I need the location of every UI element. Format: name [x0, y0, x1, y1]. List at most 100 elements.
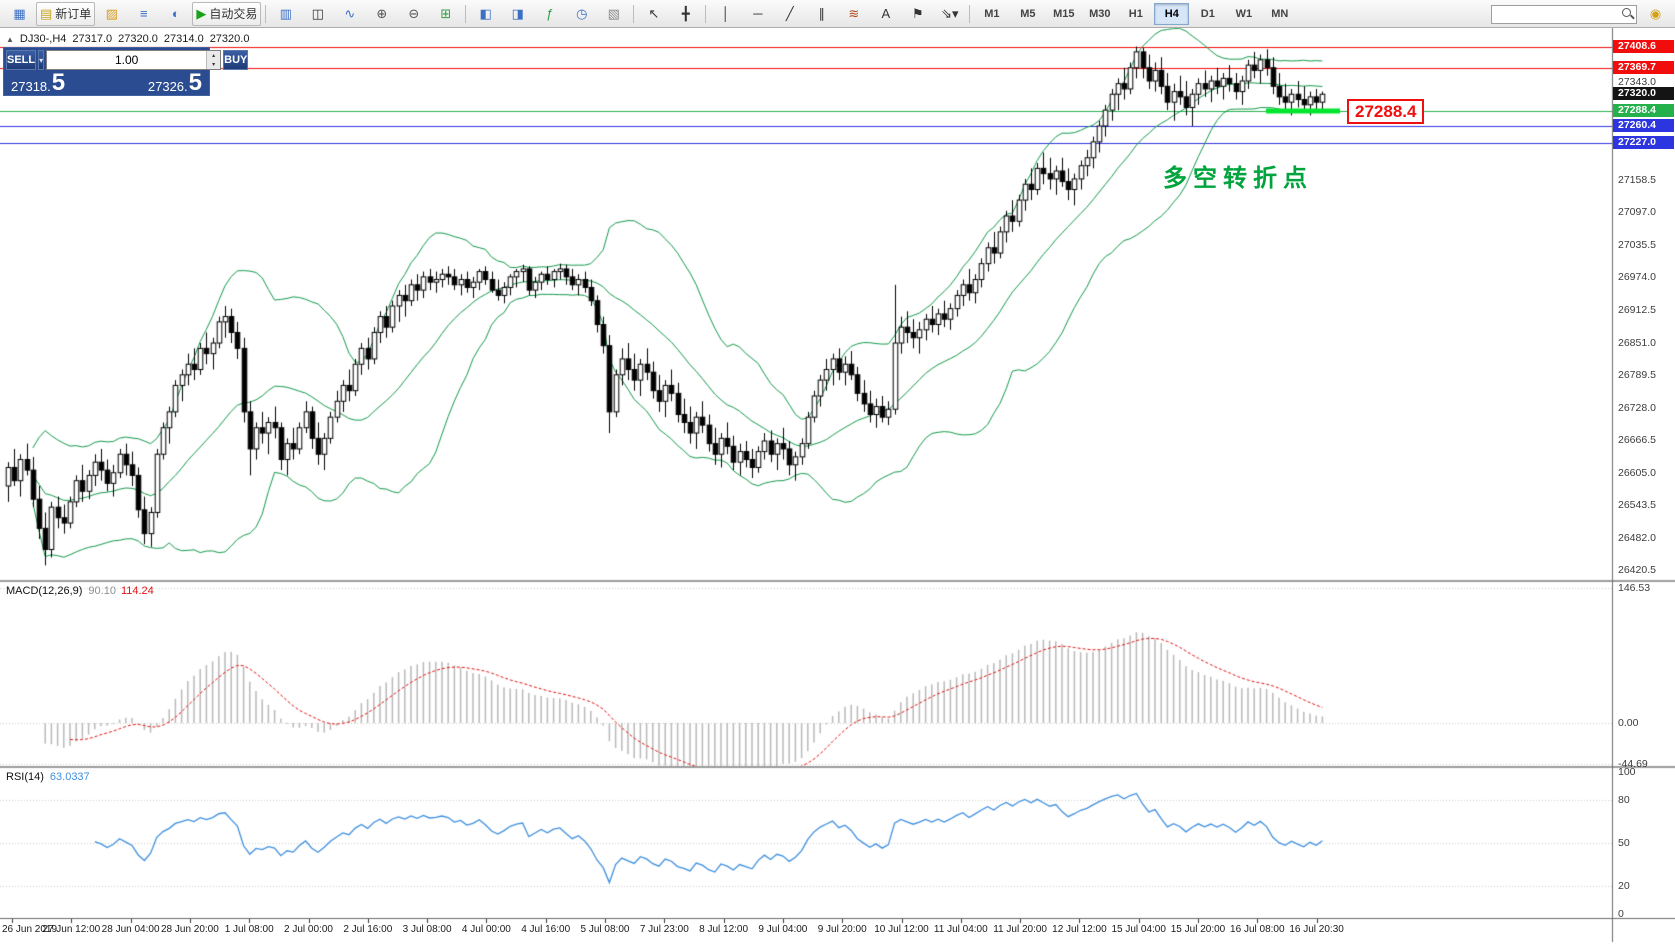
buy-price[interactable]: 27326. 5 [148, 69, 202, 96]
timeframe-d1[interactable]: D1 [1200, 7, 1215, 20]
timeframe-m15[interactable]: M15 [1053, 7, 1075, 20]
macd-main-value: 90.10 [88, 585, 116, 597]
price-level-badge: 27227.0 [1613, 136, 1674, 150]
time-axis-label: 2 Jul 00:00 [284, 924, 333, 935]
text-icon-button[interactable]: A [870, 2, 901, 26]
axis-scale-label: 26420.5 [1618, 564, 1656, 577]
arrows-dropdown-icon: ⇘▾ [941, 6, 959, 21]
zoom-in-icon: ⊕ [376, 6, 388, 21]
axis-scale-label: 0.00 [1618, 717, 1639, 729]
time-axis-label: 11 Jul 04:00 [933, 924, 988, 935]
templates-icon-button[interactable]: ▧ [598, 2, 629, 26]
timeframe-h4[interactable]: H4 [1154, 2, 1190, 25]
market-watch-icon: ≡ [140, 6, 148, 21]
timeframe-h1[interactable]: H1 [1128, 7, 1143, 20]
toolbar-separator [969, 4, 971, 23]
timeframe-w1[interactable]: W1 [1235, 7, 1253, 20]
rsi-indicator-label: RSI(14) 63.0337 [6, 771, 90, 783]
templates-icon: ▧ [607, 6, 620, 21]
time-axis-label: 15 Jul 04:00 [1111, 924, 1166, 935]
fibonacci-icon: ≋ [848, 6, 860, 21]
zoom-out-icon-button[interactable]: ⊖ [398, 2, 429, 26]
sell-button[interactable]: SELL [6, 50, 37, 70]
price-axis[interactable]: 27343.0 27158.5 27097.0 27035.5 26974.0 26912… [1613, 28, 1675, 942]
volume-spinner: ▴ ▾ [206, 51, 221, 69]
timeframe-mn[interactable]: MN [1271, 7, 1289, 20]
crosshair-icon-button[interactable]: ╋ [670, 2, 701, 26]
time-axis-label: 28 Jun 20:00 [160, 924, 219, 935]
axis-scale-label: 27035.5 [1618, 238, 1656, 251]
time-axis-label: 26 Jun 2019 [2, 924, 58, 935]
cursor-icon-button[interactable]: ↖ [638, 2, 669, 26]
time-axis-label: 3 Jul 08:00 [402, 924, 452, 935]
axis-scale-label: 26851.0 [1618, 336, 1656, 349]
time-axis-label: 1 Jul 08:00 [224, 924, 274, 935]
buy-price-big: 5 [188, 69, 202, 96]
community-button[interactable]: ◉ [1640, 2, 1671, 26]
vertical-line-icon-button[interactable]: │ [710, 2, 741, 26]
time-axis-label: 12 Jul 12:00 [1052, 924, 1107, 935]
toolbar-separator [465, 4, 467, 23]
axis-scale-label: 26543.5 [1618, 499, 1656, 512]
indicators-icon: ƒ [546, 6, 554, 21]
autotrading-label: 自动交易 [209, 7, 258, 21]
ohlc-close: 27320.0 [209, 33, 250, 45]
horizontal-line-icon-button[interactable]: ─ [742, 2, 773, 26]
tile-horizontal-icon-button[interactable]: ◨ [502, 2, 533, 26]
equidistant-channel-icon-button[interactable]: ∥ [806, 2, 837, 26]
volume-down-button[interactable]: ▾ [207, 60, 221, 69]
price-level-badge: 27288.4 [1613, 103, 1674, 117]
volume-up-button[interactable]: ▴ [207, 51, 221, 60]
data-window-icon-button[interactable]: ◐ [160, 2, 191, 26]
trendline-icon-button[interactable]: ╱ [774, 2, 805, 26]
arrows-dropdown-icon-button[interactable]: ⇘▾ [934, 2, 965, 26]
market-watch-icon-button[interactable]: ≡ [128, 2, 159, 26]
volume-input[interactable] [47, 51, 207, 69]
time-axis-label: 4 Jul 00:00 [461, 924, 511, 935]
tile-windows-icon-button[interactable]: ⊞ [430, 2, 461, 26]
search-box [1491, 4, 1637, 24]
axis-scale-label: 26789.5 [1618, 369, 1656, 382]
time-axis-label: 10 Jul 12:00 [874, 924, 929, 935]
time-axis-label: 5 Jul 08:00 [580, 924, 630, 935]
indicators-icon-button[interactable]: ƒ [534, 2, 565, 26]
cursor-icon: ↖ [648, 6, 660, 21]
crosshair-icon: ╋ [681, 6, 690, 21]
axis-scale-label: 27343.0 [1618, 76, 1656, 89]
periods-icon-button[interactable]: ◷ [566, 2, 597, 26]
buy-button[interactable]: BUY [223, 50, 249, 70]
axis-scale-label: 26605.0 [1618, 466, 1656, 479]
app-menu-icon-button[interactable]: ▦ [4, 2, 35, 26]
search-input[interactable] [1491, 4, 1637, 24]
bar-chart-icon-button[interactable]: ▥ [270, 2, 301, 26]
new-order-button[interactable]: ▤ 新订单 [36, 1, 96, 26]
axis-scale-label: 27097.0 [1618, 206, 1656, 219]
line-chart-icon-button[interactable]: ∿ [334, 2, 365, 26]
time-axis-label: 15 Jul 20:00 [1170, 924, 1226, 935]
axis-scale-label: 100 [1618, 766, 1636, 778]
time-axis[interactable]: 26 Jun 2019 27 Jun 12:00 28 Jun 04:00 28 Ju… [0, 924, 1612, 940]
time-axis-label: 11 Jul 20:00 [993, 924, 1047, 935]
volume-presets-dropdown[interactable]: ▾ [38, 50, 45, 70]
zoom-in-icon-button[interactable]: ⊕ [366, 2, 397, 26]
time-axis-label: 27 Jun 12:00 [42, 924, 101, 935]
tile-horizontal-icon: ◨ [511, 6, 524, 21]
cascade-windows-icon-button[interactable]: ◧ [470, 2, 501, 26]
sell-price[interactable]: 27318. 5 [11, 69, 66, 96]
chart-profiles-icon-button[interactable]: ▨ [96, 2, 127, 26]
candlestick-chart-icon: ◫ [311, 6, 324, 21]
time-axis-label: 4 Jul 16:00 [521, 924, 571, 935]
timeframe-m5[interactable]: M5 [1020, 7, 1036, 20]
timeframe-m30[interactable]: M30 [1089, 7, 1111, 20]
sell-price-big: 5 [51, 69, 66, 96]
autotrading-button[interactable]: ▶ 自动交易 [192, 1, 262, 26]
price-callout-label[interactable]: 27288.4 [1347, 99, 1425, 124]
fibonacci-icon-button[interactable]: ≋ [838, 2, 869, 26]
price-level-badge: 27320.0 [1613, 87, 1674, 101]
text-label-icon-button[interactable]: ⚑ [902, 2, 933, 26]
candlestick-chart-icon-button[interactable]: ◫ [302, 2, 333, 26]
price-level-badge: 27369.7 [1613, 60, 1674, 74]
timeframe-m1[interactable]: M1 [984, 7, 1000, 20]
search-icon[interactable] [1621, 7, 1634, 20]
